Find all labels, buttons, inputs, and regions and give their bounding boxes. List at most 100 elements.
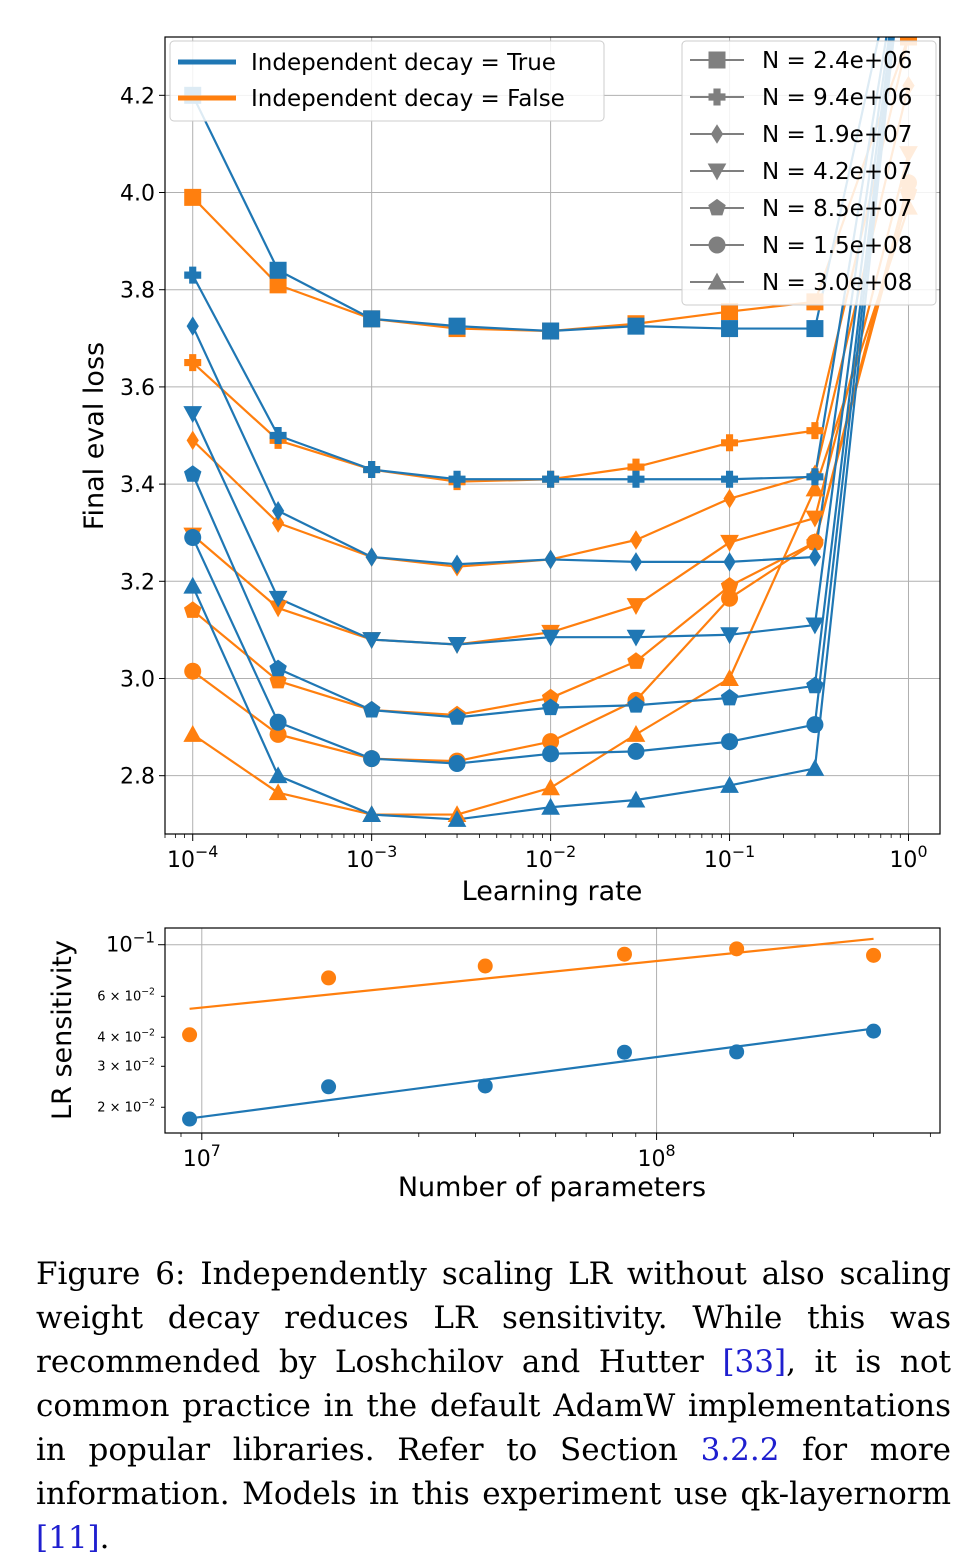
point-decay-False-n-4.2e+07 (805, 510, 825, 528)
point-decay-True-n-2.4e+06 (269, 261, 287, 279)
top-ytick-label: 3.8 (120, 279, 155, 304)
point-decay-False-n-4.2e+07 (268, 600, 288, 618)
point-decay-True-n-9.4e+06 (627, 470, 645, 488)
point-decay-True-n-1.9e+07 (808, 547, 822, 567)
point-decay-True-n-9.4e+06 (184, 266, 202, 284)
legend-n-label: N = 4.2e+07 (762, 159, 912, 185)
top-ytick-label: 4.2 (120, 84, 155, 109)
bottom-grid (165, 928, 940, 1133)
point-decay-False-n-4.2e+07 (626, 598, 646, 615)
point-decay-False-n-3.0e+08 (626, 725, 646, 742)
caption-middle: , it is not common practice in the defau… (36, 1344, 951, 1468)
point-decay-True-n-4.2e+07 (626, 629, 646, 647)
point-decay-False-n-9.4e+06 (721, 434, 739, 452)
top-ytick-label: 3.4 (120, 473, 155, 498)
point-decay-False-n-9.4e+06 (184, 354, 202, 372)
bottom-ytick-label: 10−1 (106, 928, 155, 956)
top-xtick-label: 10−4 (167, 842, 218, 873)
legend-n-label: N = 8.5e+07 (762, 196, 912, 222)
bottom-ytick-label: 6 × 10−2 (97, 986, 155, 1004)
point-decay-True-n-1.5e+08 (448, 755, 466, 773)
legend-n-marker (708, 236, 726, 254)
point-decay-False-n-8.5e+07 (720, 576, 739, 594)
point-decay-False-n-1.5e+08 (721, 589, 739, 607)
point-decay-True-n-1.5e+08 (806, 716, 824, 734)
caption-ref-33[interactable]: [33] (722, 1344, 787, 1380)
point-decay-True-n-2.4e+06 (363, 310, 381, 328)
top-axes-frame (164, 36, 941, 835)
point-decay-False-n-4.2e+07 (720, 534, 739, 552)
top-ytick-label: 3.0 (120, 667, 155, 692)
point-decay-True-n-4.2e+07 (447, 636, 467, 654)
point-decay-True-n-1.9e+07 (629, 552, 643, 572)
point-decay-False-n-1.5e+08 (184, 662, 202, 680)
sensitivity-point (616, 1044, 632, 1060)
point-decay-True-n-8.5e+07 (448, 708, 466, 725)
figure: 2.8 3.0 3.2 3.4 3.6 3.8 4.0 4.2 10−4 10−3 10−2 10−1… (47, 36, 941, 1203)
point-decay-True-n-2.4e+06 (721, 320, 739, 338)
point-decay-True-n-2.4e+06 (448, 317, 466, 335)
top-xtick-label: 10−3 (346, 842, 397, 873)
bottom-ylabel: LR sensitivity (47, 940, 78, 1120)
bottom-xtick-label: 108 (638, 1141, 676, 1172)
point-decay-True-n-1.5e+08 (363, 750, 381, 768)
point-decay-False-n-2.4e+06 (721, 303, 739, 321)
point-decay-False-n-1.5e+08 (806, 533, 824, 551)
sensitivity-point (321, 1079, 337, 1095)
point-decay-True-n-1.9e+07 (365, 547, 378, 567)
point-decay-False-n-3.0e+08 (183, 725, 203, 742)
point-decay-False-n-2.4e+06 (269, 276, 287, 294)
point-decay-True-n-1.5e+08 (542, 745, 560, 763)
point-decay-True-n-1.9e+07 (271, 501, 285, 521)
point-decay-True-n-3.0e+08 (720, 776, 739, 793)
figure-caption: Figure 6: Independently scaling LR witho… (36, 1252, 951, 1560)
point-decay-True-n-4.2e+07 (541, 629, 560, 647)
point-decay-True-n-1.9e+07 (723, 552, 736, 572)
sensitivity-point (729, 941, 745, 957)
point-decay-True-n-8.5e+07 (627, 696, 645, 713)
legend-decay: Independent decay = True Independent dec… (169, 40, 605, 122)
point-decay-True-n-9.4e+06 (542, 470, 560, 488)
legend-n: N = 2.4e+06 N = 9.4e+06 N = 1.9e+07 N = 4.2… (681, 40, 937, 306)
point-decay-True-n-9.4e+06 (448, 470, 466, 488)
legend-decay-true: Independent decay = True (251, 50, 556, 76)
point-decay-True-n-4.2e+07 (268, 590, 288, 608)
point-decay-False-n-9.4e+06 (627, 458, 645, 476)
fit-line-ff7f0e (189, 937, 874, 1010)
point-decay-True-n-1.5e+08 (269, 713, 287, 731)
fit-line-1f77b4 (189, 1027, 874, 1120)
sensitivity-point (866, 947, 882, 963)
caption-section-link[interactable]: 3.2.2 (700, 1432, 780, 1468)
sensitivity-point (729, 1044, 745, 1060)
bottom-ticks: 107 108 10−1 6 × 10−2 4 × 10−2 3 × 10−2 2 × 10… (97, 928, 931, 1172)
sensitivity-point (182, 1111, 198, 1127)
point-decay-True-n-1.5e+08 (721, 733, 739, 751)
point-decay-True-n-2.4e+06 (806, 320, 824, 338)
point-decay-False-n-8.5e+07 (183, 601, 202, 618)
point-decay-False-n-2.4e+06 (184, 188, 202, 206)
point-decay-False-n-1.9e+07 (186, 430, 199, 451)
point-decay-True-n-2.4e+06 (627, 317, 645, 335)
caption-middle2: for more information. Models in this exp… (36, 1432, 952, 1512)
point-decay-True-n-4.2e+07 (362, 632, 382, 649)
bottom-xtick-label: 107 (183, 1141, 221, 1172)
caption-ref-11[interactable]: [11] (36, 1520, 100, 1556)
point-decay-False-n-3.0e+08 (541, 778, 560, 796)
caption-prefix: Figure 6: Independently scaling LR witho… (36, 1256, 951, 1380)
top-ticks: 2.8 3.0 3.2 3.4 3.6 3.8 4.0 4.2 10−4 10−3 10−2 10−1… (120, 84, 928, 873)
sensitivity-point (321, 970, 337, 986)
sensitivity-point (477, 958, 493, 974)
legend-n-marker (708, 88, 726, 106)
legend-n-label: N = 3.0e+08 (762, 270, 912, 296)
top-xlabel: Learning rate (462, 876, 643, 907)
point-decay-True-n-9.4e+06 (363, 461, 381, 479)
top-ytick-label: 3.2 (120, 570, 155, 595)
top-xtick-label: 100 (889, 842, 927, 873)
point-decay-True-n-9.4e+06 (806, 468, 824, 486)
point-decay-False-n-1.9e+07 (723, 488, 736, 509)
point-decay-True-n-3.0e+08 (447, 810, 467, 827)
legend-n-marker (710, 124, 724, 144)
sensitivity-point (866, 1023, 882, 1039)
point-decay-False-n-1.5e+08 (269, 725, 287, 743)
point-decay-True-n-1.5e+08 (627, 742, 645, 760)
